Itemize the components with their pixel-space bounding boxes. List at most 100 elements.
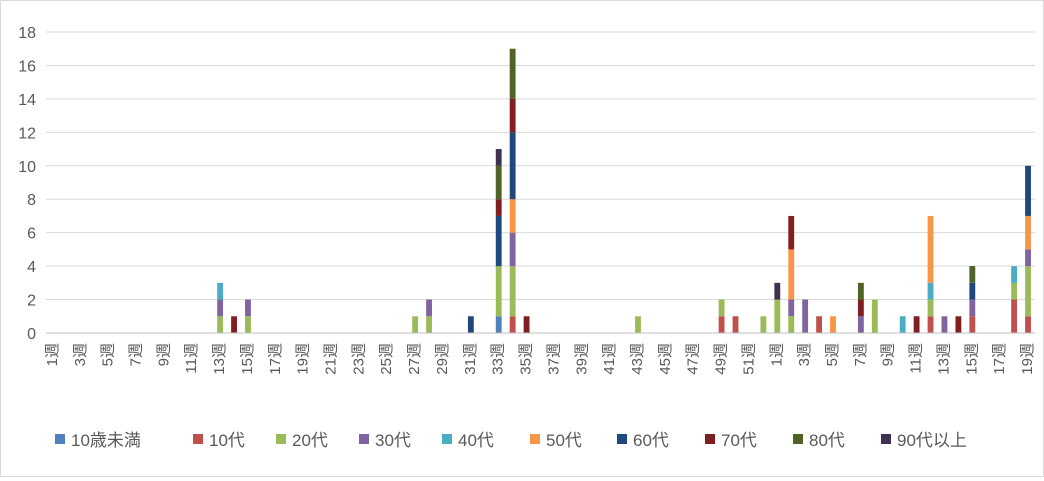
- bar-segment: [927, 215, 934, 283]
- legend-swatch: [359, 434, 369, 444]
- legend-swatch: [193, 434, 203, 444]
- bar-segment: [509, 316, 516, 333]
- bar-segment: [927, 316, 934, 333]
- bar-segment: [495, 165, 502, 200]
- legend-label: 40代: [458, 431, 494, 450]
- x-tick-label: 13週: [935, 343, 952, 375]
- bar-segment: [1025, 215, 1031, 250]
- x-tick-label: 19週: [1019, 343, 1036, 375]
- x-tick-label: 5週: [824, 343, 841, 366]
- bar-segment: [1025, 249, 1031, 267]
- bar-segment: [509, 266, 516, 317]
- bar-segment: [788, 249, 795, 300]
- x-tick-label: 17週: [267, 343, 284, 375]
- legend-label: 90代以上: [897, 431, 967, 450]
- legend-swatch: [55, 434, 65, 444]
- bar-segment: [231, 316, 237, 333]
- x-tick-label: 49週: [713, 343, 730, 375]
- bar-segment: [774, 282, 781, 300]
- bar-series: [217, 48, 1031, 333]
- bar-segment: [718, 299, 725, 317]
- x-tick-label: 37週: [545, 343, 562, 375]
- bar-segment: [467, 316, 474, 333]
- x-tick-label: 15週: [963, 343, 980, 375]
- legend-swatch: [530, 434, 540, 444]
- y-tick-label: 4: [27, 259, 36, 276]
- bar-segment: [969, 299, 976, 317]
- bar-segment: [857, 299, 864, 317]
- y-tick-label: 8: [27, 192, 36, 209]
- bar-segment: [941, 316, 948, 333]
- gridlines: [46, 31, 1035, 301]
- x-tick-label: 47週: [685, 343, 702, 375]
- legend-label: 70代: [721, 431, 757, 450]
- x-tick-label: 39週: [573, 343, 590, 375]
- legend-swatch: [276, 434, 286, 444]
- x-tick-label: 21週: [323, 343, 340, 375]
- x-tick-label: 43週: [629, 343, 646, 375]
- y-tick-label: 16: [18, 58, 36, 75]
- bar-segment: [495, 215, 502, 267]
- x-tick-label: 11週: [183, 343, 200, 374]
- bar-segment: [635, 316, 641, 333]
- bar-segment: [1025, 316, 1031, 333]
- bar-segment: [495, 199, 502, 216]
- x-tick-label: 33週: [490, 343, 507, 375]
- bar-segment: [788, 215, 795, 250]
- x-tick-label: 3週: [796, 343, 813, 366]
- y-tick-label: 10: [18, 159, 36, 176]
- bar-segment: [495, 149, 502, 166]
- x-tick-label: 1週: [768, 343, 785, 366]
- bar-segment: [426, 299, 432, 317]
- bar-segment: [857, 282, 864, 300]
- x-tick-label: 5週: [100, 343, 117, 366]
- x-tick-label: 13週: [211, 343, 228, 375]
- x-tick-label: 7週: [852, 343, 869, 366]
- bar-segment: [816, 316, 823, 333]
- bar-segment: [732, 316, 739, 333]
- bar-segment: [1011, 299, 1018, 333]
- bar-segment: [857, 316, 864, 333]
- legend-swatch: [705, 434, 715, 444]
- bar-segment: [1025, 266, 1031, 317]
- x-tick-label: 25週: [378, 343, 395, 375]
- y-tick-label: 6: [27, 226, 36, 243]
- x-tick-label: 11週: [908, 343, 925, 374]
- bar-segment: [927, 282, 934, 300]
- x-tick-label: 9週: [880, 343, 897, 366]
- bar-segment: [495, 316, 502, 333]
- x-tick-label: 41週: [601, 343, 618, 375]
- y-tick-label: 18: [18, 25, 36, 42]
- bar-segment: [509, 232, 516, 267]
- bar-segment: [830, 316, 836, 333]
- bar-segment: [509, 98, 516, 133]
- bar-segment: [495, 266, 502, 317]
- bar-segment: [217, 299, 224, 317]
- x-tick-label: 35週: [518, 343, 535, 375]
- bar-segment: [509, 132, 516, 200]
- legend-swatch: [793, 434, 803, 444]
- legend-swatch: [617, 434, 627, 444]
- bar-segment: [871, 299, 878, 333]
- bar-segment: [1011, 266, 1018, 283]
- bar-segment: [927, 299, 934, 317]
- x-tick-label: 29週: [434, 343, 451, 375]
- legend-label: 10代: [209, 431, 245, 450]
- x-tick-label: 1週: [44, 343, 61, 366]
- x-tick-label: 27週: [406, 343, 423, 375]
- x-tick-label: 51週: [740, 343, 757, 375]
- x-axis-tick-labels: 1週 3週 5週 7週 9週 11週 13週 15週 17週 19週 21週 23週 25週 27週 29週…: [44, 343, 1036, 375]
- y-tick-label: 12: [18, 125, 36, 142]
- legend-swatch: [881, 434, 891, 444]
- legend-label: 80代: [809, 431, 845, 450]
- y-tick-label: 14: [18, 92, 36, 109]
- bar-segment: [217, 316, 224, 333]
- x-tick-label: 45週: [657, 343, 674, 375]
- bar-segment: [1025, 165, 1031, 216]
- bar-segment: [523, 316, 530, 333]
- bar-segment: [788, 316, 795, 333]
- x-tick-label: 17週: [991, 343, 1008, 375]
- bar-segment: [788, 299, 795, 317]
- bar-segment: [245, 316, 251, 333]
